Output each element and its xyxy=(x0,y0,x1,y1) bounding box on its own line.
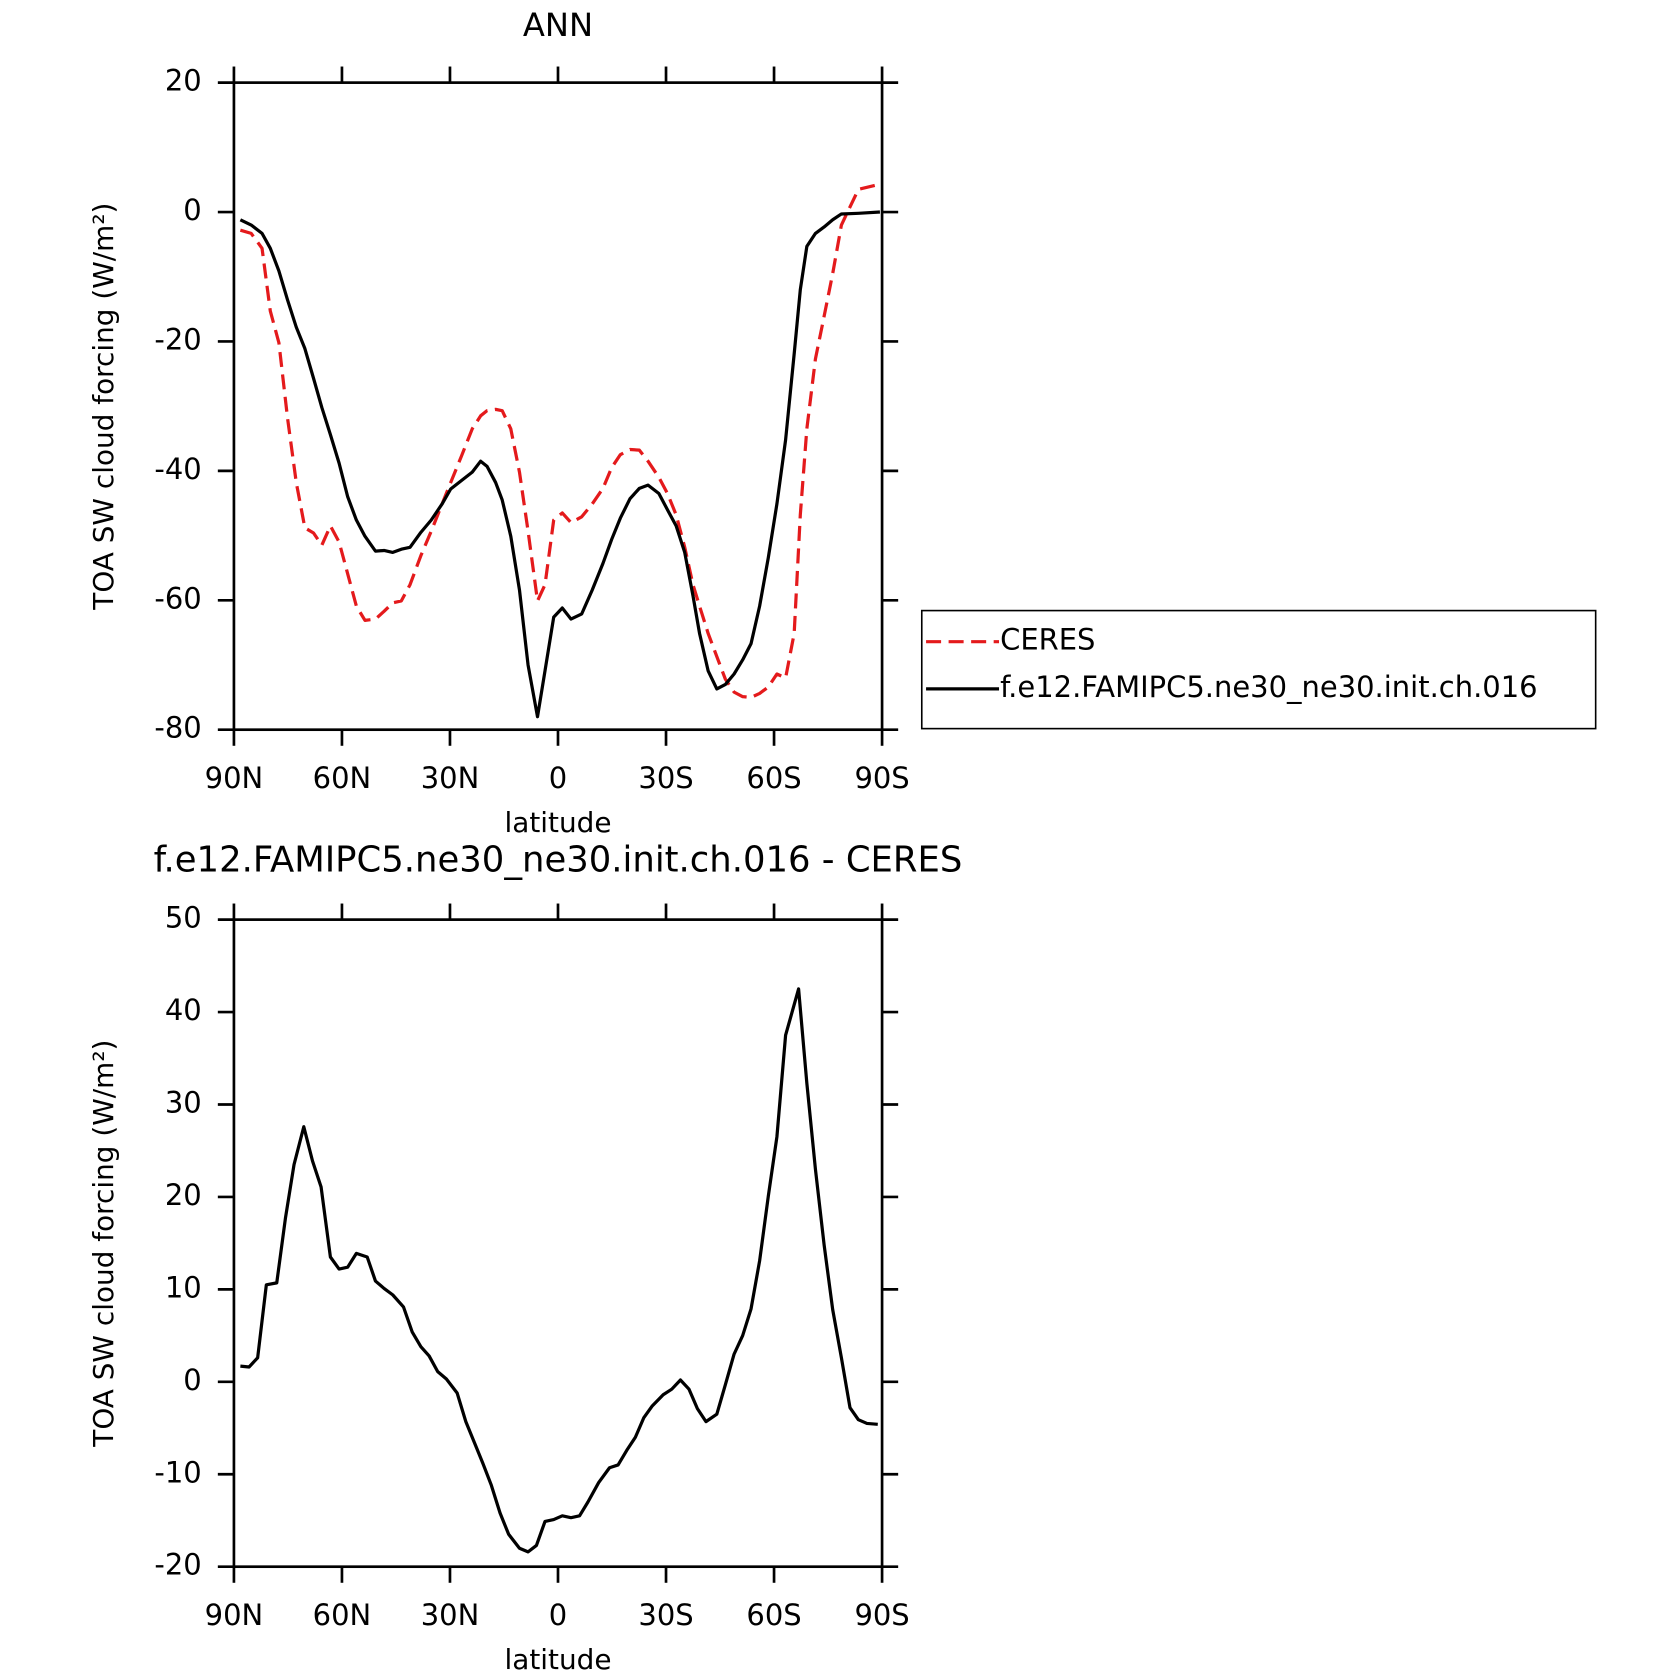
series-line xyxy=(240,987,878,1554)
x-axis-label: latitude xyxy=(504,1643,611,1674)
x-tick-label: 90S xyxy=(854,761,909,795)
x-axis-label: latitude xyxy=(504,806,611,839)
y-tick-label: 20 xyxy=(165,1178,202,1212)
x-tick-label: 30N xyxy=(421,761,480,795)
y-tick-label: 30 xyxy=(165,1086,202,1120)
y-tick-label: 50 xyxy=(165,901,202,935)
y-tick-label: 20 xyxy=(165,64,202,98)
y-tick-label: -40 xyxy=(154,452,201,486)
legend-label: CERES xyxy=(1000,623,1095,657)
x-tick-label: 60S xyxy=(746,1598,801,1632)
y-tick-label: -10 xyxy=(154,1455,201,1489)
legend-label: f.e12.FAMIPC5.ne30_ne30.init.ch.016 xyxy=(1000,670,1537,704)
y-tick-label: -20 xyxy=(154,1548,201,1582)
x-tick-label: 90N xyxy=(205,1598,264,1632)
x-tick-label: 0 xyxy=(549,761,567,795)
x-tick-label: 60N xyxy=(313,761,372,795)
x-tick-label: 30S xyxy=(638,1598,693,1632)
x-tick-label: 30S xyxy=(638,761,693,795)
chart-title: f.e12.FAMIPC5.ne30_ne30.init.ch.016 - CE… xyxy=(154,840,963,881)
series-line xyxy=(239,210,881,719)
y-tick-label: -80 xyxy=(154,711,201,745)
y-axis-label: TOA SW cloud forcing (W/m²) xyxy=(87,1040,120,1448)
y-tick-label: 0 xyxy=(183,193,201,227)
plot-frame xyxy=(232,81,884,732)
x-tick-label: 0 xyxy=(549,1598,567,1632)
y-tick-label: 10 xyxy=(165,1270,202,1304)
series-line xyxy=(239,182,881,700)
x-tick-label: 60S xyxy=(746,761,801,795)
y-tick-label: 40 xyxy=(165,993,202,1027)
y-tick-label: -60 xyxy=(154,581,201,615)
y-tick-label: 0 xyxy=(183,1363,201,1397)
plot-frame xyxy=(232,918,884,1569)
y-tick-label: -20 xyxy=(154,322,201,356)
x-tick-label: 90N xyxy=(205,761,264,795)
x-tick-label: 90S xyxy=(854,1598,909,1632)
y-axis-label: TOA SW cloud forcing (W/m²) xyxy=(87,203,120,611)
x-tick-label: 60N xyxy=(313,1598,372,1632)
chart-title: ANN xyxy=(523,6,593,44)
legend-box xyxy=(920,609,1597,730)
x-tick-label: 30N xyxy=(421,1598,480,1632)
